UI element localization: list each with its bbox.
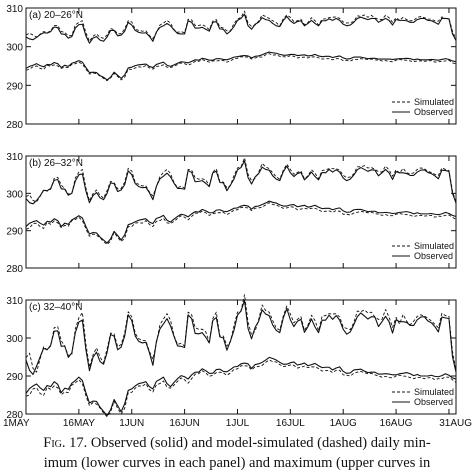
series-observed-min — [25, 200, 457, 244]
panel-label: (b) 26–32°N — [29, 158, 83, 169]
panel-3: 280 290 300 310 1MAY 16MAY 1JUN 16JUN 1JUL 16JUL 1… — [3, 294, 472, 429]
legend-label-simulated: Simulated — [414, 97, 454, 107]
x-tick-label: 16JUN — [169, 418, 200, 429]
y-tick-label: 310 — [6, 4, 23, 15]
legend-label-observed: Observed — [414, 397, 453, 407]
y-tick-label: 290 — [6, 227, 23, 238]
panel-frame — [25, 7, 457, 125]
caption-label: Fig. 17. — [43, 435, 88, 451]
series-simulated-min — [25, 53, 457, 82]
y-tick-label: 280 — [6, 264, 23, 275]
x-tick-label: 1AUG — [330, 418, 357, 429]
y-tick-label: 280 — [6, 410, 23, 421]
y-tick-label: 280 — [6, 120, 23, 131]
figure-caption: Fig. 17. Observed (solid) and model-simu… — [2, 433, 472, 473]
panel-frame — [25, 155, 457, 269]
panel-frame — [25, 299, 457, 415]
x-tick-label: 31AUG — [439, 418, 472, 429]
y-tick-label: 290 — [6, 81, 23, 92]
x-tick-label: 16MAY — [63, 418, 95, 429]
y-tick-label: 300 — [6, 189, 23, 200]
series-simulated-max — [25, 10, 457, 42]
x-tick-label: 16AUG — [380, 418, 413, 429]
series-simulated-min — [25, 202, 457, 245]
legend-label-simulated: Simulated — [414, 387, 454, 397]
y-tick-label: 300 — [6, 334, 23, 345]
y-tick-label: 300 — [6, 43, 23, 54]
x-tick-label: 1JUN — [119, 418, 144, 429]
x-tick-label: 1MAY — [3, 418, 30, 429]
series-observed-min — [25, 51, 457, 81]
y-tick-label: 290 — [6, 372, 23, 383]
caption-line-2: imum (lower curves in each panel) and ma… — [43, 455, 431, 471]
legend-label-simulated: Simulated — [414, 241, 454, 251]
panel-label: (c) 32–40°N — [29, 302, 82, 313]
series-simulated-min — [25, 359, 457, 418]
legend-label-observed: Observed — [414, 251, 453, 261]
y-tick-label: 310 — [6, 152, 23, 163]
legend-label-observed: Observed — [414, 107, 453, 117]
series-observed-max — [25, 13, 457, 44]
x-tick-label: 16JUL — [276, 418, 305, 429]
series-simulated-max — [25, 157, 457, 203]
series-simulated-max — [25, 294, 457, 373]
series-observed-max — [25, 160, 457, 205]
panel-label: (a) 20–26°N — [29, 10, 83, 21]
series-observed-min — [25, 356, 457, 417]
caption-line-1: Observed (solid) and model-simulated (da… — [90, 435, 431, 451]
y-tick-label: 310 — [6, 296, 23, 307]
x-tick-label: 1JUL — [226, 418, 250, 429]
